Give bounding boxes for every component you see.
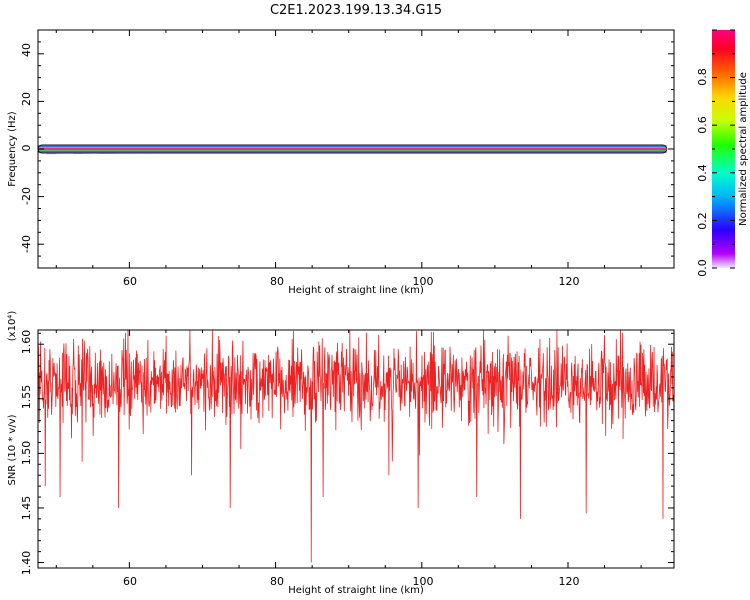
colorbar-ticks: [712, 29, 735, 269]
snr-frame: [37, 329, 675, 569]
spec-ytick-minus40: -40: [20, 235, 33, 253]
colorbar-tick-0.0: 0.0: [696, 259, 709, 277]
snr-ytick-1.55: 1.55: [20, 385, 33, 410]
snr-xtick-100: 100: [413, 575, 434, 588]
snr-series-line: [38, 330, 674, 563]
snr-panel: 60 80 100 120 Height of straight line (k…: [7, 311, 675, 596]
snr-plot-area: [38, 330, 674, 563]
snr-ytick-1.60: 1.60: [20, 330, 33, 355]
snr-ytick-1.40: 1.40: [20, 551, 33, 576]
snr-xtick-80: 80: [270, 575, 284, 588]
colorbar: 0.0 0.2 0.4 0.6 0.8 Normalized spectral …: [696, 29, 749, 277]
colorbar-tick-0.6: 0.6: [696, 116, 709, 134]
spec-ytick-20: 20: [20, 92, 33, 106]
snr-ticks: [38, 330, 674, 568]
colorbar-tick-0.2: 0.2: [696, 212, 709, 230]
spec-ytick-0: 0: [20, 145, 33, 152]
spectrogram-panel: 60 80 100 120 Height of straight line (k…: [7, 29, 675, 296]
spec-xtick-80: 80: [270, 275, 284, 288]
snr-y-exponent: (x10⁴): [7, 311, 18, 342]
colorbar-label: Normalized spectral amplitude: [738, 72, 749, 226]
snr-ytick-1.50: 1.50: [20, 441, 33, 466]
snr-xlabel: Height of straight line (km): [288, 585, 424, 596]
spec-xtick-120: 120: [559, 275, 580, 288]
spec-ytick-minus20: -20: [20, 187, 33, 205]
spec-xtick-60: 60: [123, 275, 137, 288]
snr-ytick-1.45: 1.45: [20, 496, 33, 521]
colorbar-tick-0.4: 0.4: [696, 164, 709, 182]
colorbar-gradient: [712, 30, 735, 268]
spectrogram-ticks: [38, 29, 674, 269]
figure-title: C2E1.2023.199.13.34.G15: [270, 3, 442, 18]
spectrogram-heatmap: [38, 144, 668, 155]
snr-ylabel: SNR (10 * v/v): [7, 414, 18, 485]
spec-xlabel: Height of straight line (km): [288, 285, 424, 296]
spec-ylabel: Frequency (Hz): [7, 111, 18, 187]
spec-ytick-40: 40: [20, 43, 33, 57]
colorbar-tick-0.8: 0.8: [696, 68, 709, 86]
snr-xtick-60: 60: [123, 575, 137, 588]
spec-xtick-100: 100: [413, 275, 434, 288]
snr-xtick-120: 120: [559, 575, 580, 588]
